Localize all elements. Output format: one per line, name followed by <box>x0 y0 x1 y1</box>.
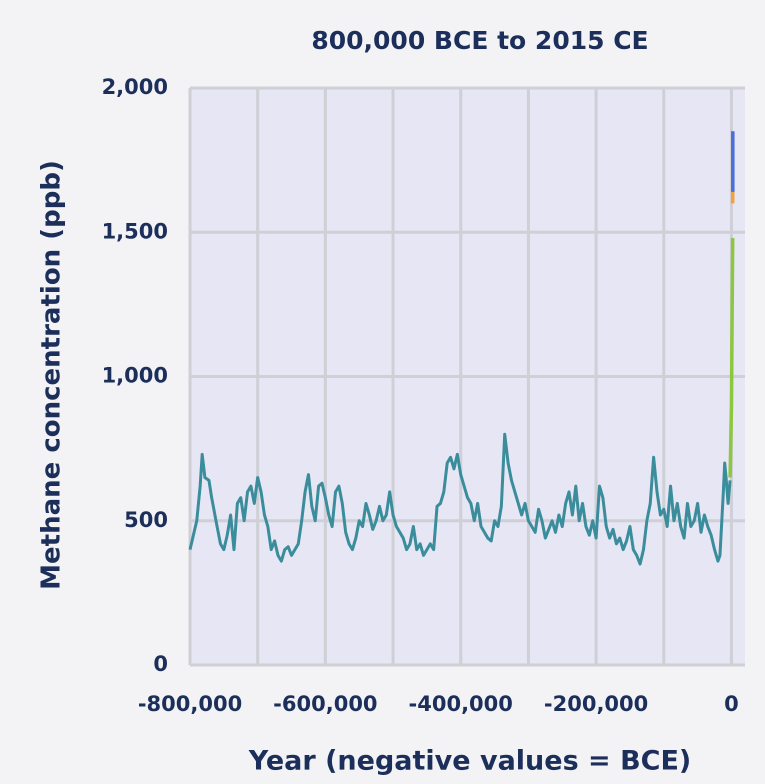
y-tick-label: 1,500 <box>102 219 168 243</box>
x-tick-label: -600,000 <box>273 692 377 716</box>
y-tick-label: 0 <box>153 652 168 676</box>
y-tick-label: 500 <box>124 508 168 532</box>
series-line <box>728 238 735 478</box>
y-tick-label: 1,000 <box>102 364 168 388</box>
chart-title: 800,000 BCE to 2015 CE <box>311 26 648 55</box>
x-axis-label: Year (negative values = BCE) <box>248 746 692 777</box>
x-tick-label: -800,000 <box>138 692 242 716</box>
x-tick-label: -200,000 <box>544 692 648 716</box>
y-axis-label: Methane concentration (ppb) <box>37 160 67 590</box>
x-tick-label: 0 <box>724 692 739 716</box>
y-tick-label: 2,000 <box>102 75 168 99</box>
series-line <box>188 432 732 566</box>
x-tick-label: -400,000 <box>409 692 513 716</box>
